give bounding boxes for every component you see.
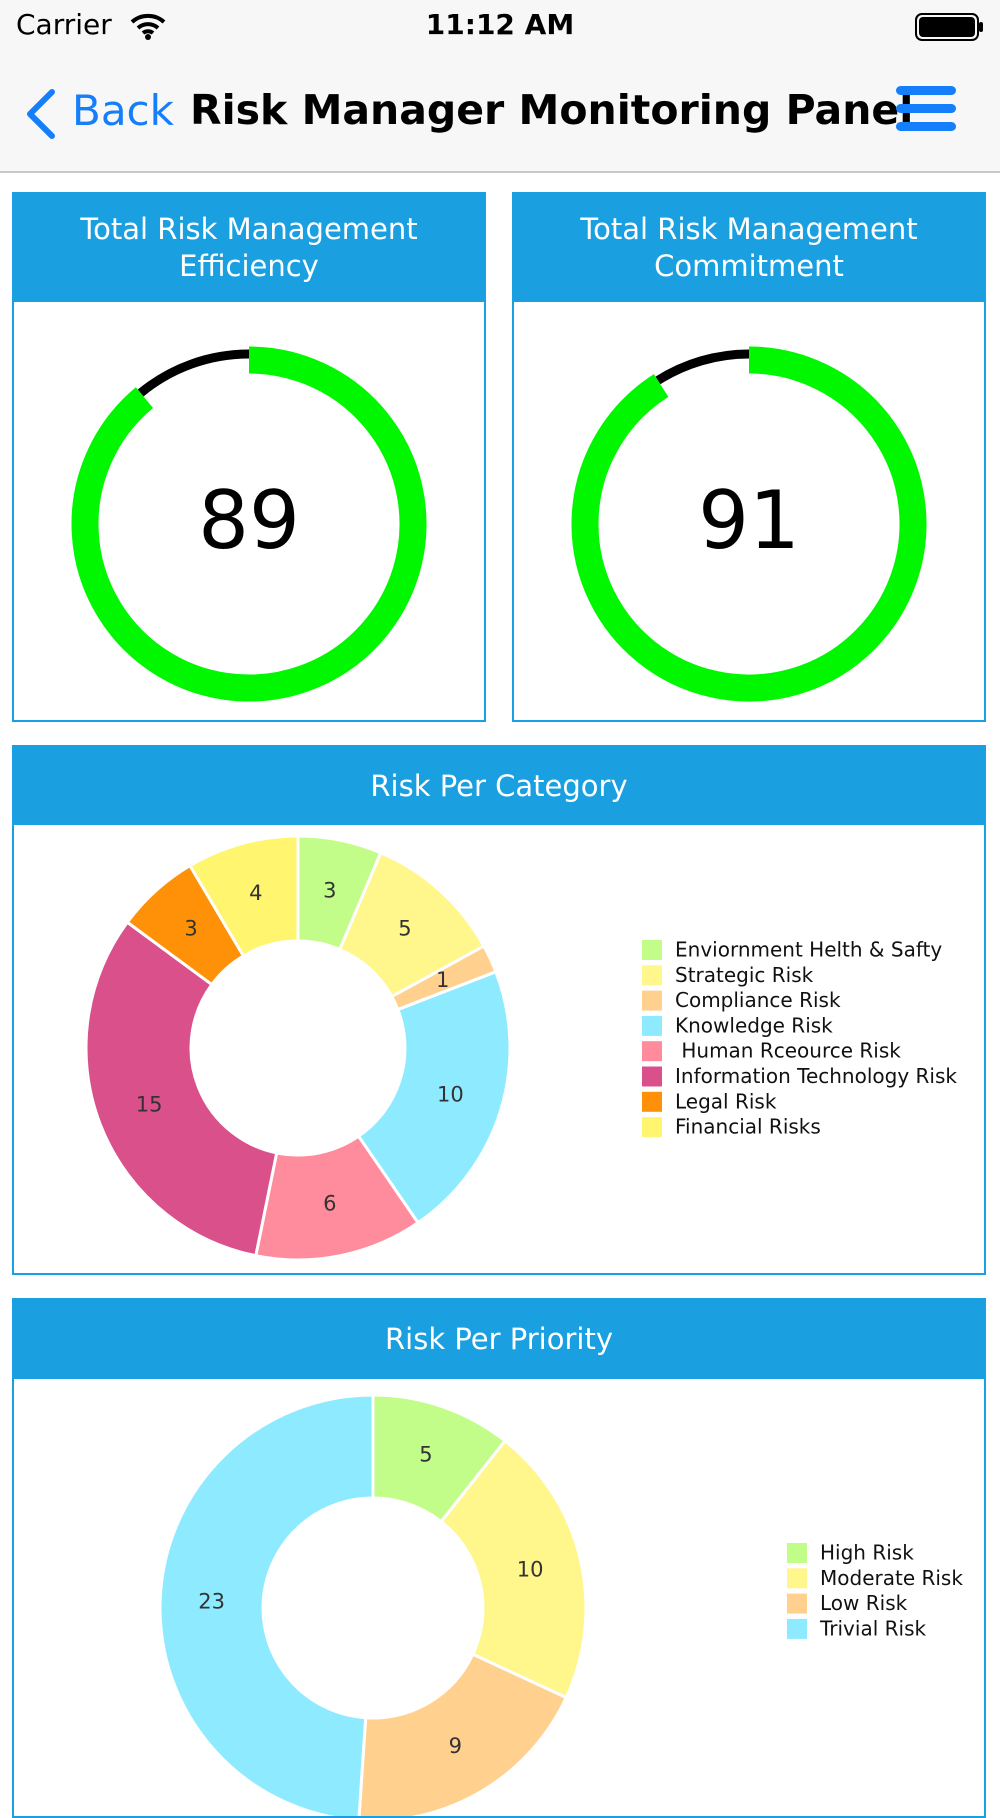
legend-swatch	[642, 1066, 662, 1087]
chart-panel: Risk Per Category 3 5 1 10 6 15 3 4 Enviornment …	[12, 745, 986, 1275]
legend-swatch	[787, 1543, 807, 1563]
legend-label: High Risk	[820, 1541, 914, 1565]
legend-label: Trivial Risk	[819, 1616, 926, 1640]
legend-label: Low Risk	[820, 1591, 908, 1615]
time: 11:12 AM	[425, 8, 575, 41]
gauge-arc	[571, 346, 927, 702]
data-label: 3	[184, 917, 197, 941]
gauge-panel: Total Risk Management Efficiency 89	[12, 192, 486, 722]
data-label: 3	[323, 879, 336, 903]
gauge-arc	[71, 346, 427, 702]
legend-swatch	[787, 1568, 807, 1589]
data-label: 10	[517, 1558, 544, 1582]
gauge-value: 91	[698, 474, 800, 567]
legend-label: Financial Risks	[675, 1115, 821, 1139]
battery-icon	[915, 13, 983, 41]
legend-swatch	[642, 1015, 662, 1036]
back-button[interactable]: Back	[72, 86, 174, 135]
donut-segment	[439, 1438, 588, 1700]
data-label: 1	[436, 968, 449, 992]
panel-title: Risk Per Priority	[14, 1300, 984, 1379]
legend-label: Moderate Risk	[820, 1566, 963, 1590]
panel-title: Total Risk Management Efficiency	[14, 194, 484, 302]
legend-swatch	[642, 940, 662, 960]
panel-title: Total Risk Management Commitment	[514, 194, 984, 302]
legend-label: Strategic Risk	[675, 963, 814, 987]
legend-swatch	[642, 965, 662, 986]
chart-panel: Risk Per Priority 5 10 9 23 High Risk Moderat…	[12, 1298, 986, 1818]
legend-label: Information Technology Risk	[675, 1064, 957, 1088]
wifi-icon	[130, 13, 166, 40]
data-label: 5	[419, 1442, 432, 1466]
back-chevron[interactable]	[20, 86, 60, 142]
data-label: 4	[249, 881, 262, 905]
donut-segment	[356, 969, 512, 1225]
donut-segment	[158, 1393, 375, 1816]
donut-segment	[254, 1134, 421, 1262]
carrier: Carrier	[16, 8, 112, 41]
panel-title: Risk Per Category	[14, 747, 984, 825]
data-label: 6	[323, 1191, 336, 1215]
gauge: 91	[571, 346, 927, 702]
legend-label: Knowledge Risk	[675, 1013, 833, 1037]
legend-label: Human Rceource Risk	[675, 1039, 901, 1063]
data-label: 9	[449, 1734, 462, 1758]
legend-swatch	[787, 1618, 807, 1639]
data-label: 23	[198, 1590, 225, 1614]
gauge-remainder	[655, 349, 750, 385]
menu-button[interactable]	[896, 84, 958, 134]
legend-swatch	[642, 1041, 662, 1062]
donut-chart: 3 5 1 10 6 15 3 4 Enviornment Helth & SaftyStrat…	[84, 834, 957, 1262]
inner-glow	[191, 941, 405, 1155]
legend-label: Enviornment Helth & Safty	[675, 938, 942, 962]
gauge-value: 89	[198, 474, 300, 567]
donut-segment	[187, 834, 300, 958]
legend-swatch	[787, 1593, 807, 1614]
legend-label: Compliance Risk	[675, 988, 841, 1012]
donut-segment	[357, 1652, 569, 1816]
inner-glow	[263, 1498, 483, 1718]
nav-title: Risk Manager Monitoring Panel	[190, 86, 914, 134]
data-label: 5	[398, 917, 411, 941]
legend-swatch	[642, 1117, 662, 1138]
legend-swatch	[642, 1091, 662, 1112]
data-label: 10	[437, 1082, 464, 1106]
gauge-panel: Total Risk Management Commitment 91	[512, 192, 986, 722]
legend-swatch	[642, 990, 662, 1011]
gauge-remainder	[137, 349, 250, 397]
donut-segment	[84, 920, 279, 1258]
gauge: 89	[71, 346, 427, 702]
legend-label: Legal Risk	[675, 1089, 777, 1113]
data-label: 15	[136, 1092, 163, 1116]
top-bar	[0, 0, 1000, 173]
